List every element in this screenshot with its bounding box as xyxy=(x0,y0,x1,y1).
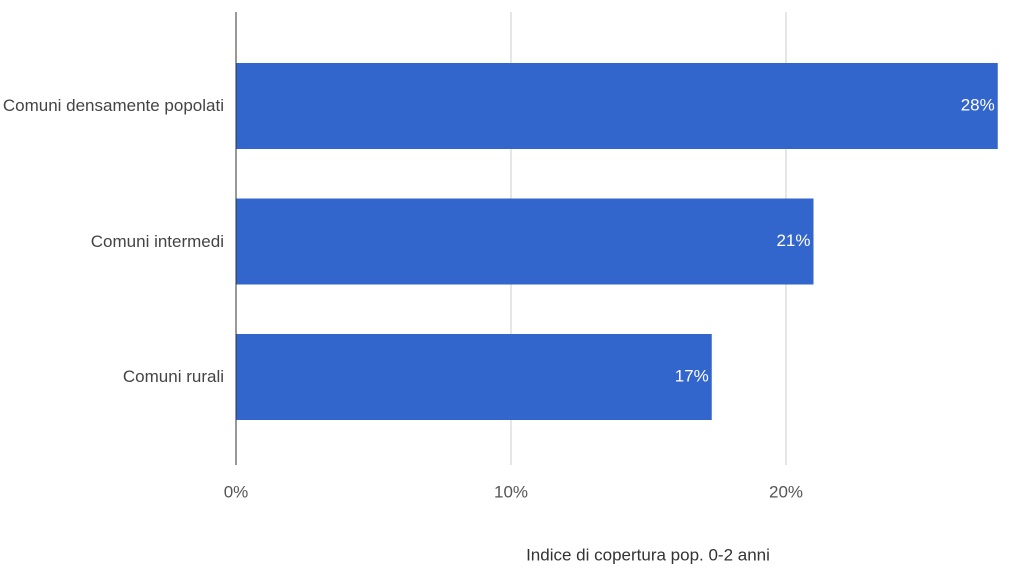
value-label: 21% xyxy=(776,231,810,250)
y-tick-label: Comuni intermedi xyxy=(90,231,224,251)
x-tick-label: 0% xyxy=(224,482,249,501)
value-label: 17% xyxy=(675,366,709,385)
x-axis-title: Indice di copertura pop. 0-2 anni xyxy=(526,545,770,564)
bar xyxy=(236,63,998,149)
y-tick-label: Comuni rurali xyxy=(122,367,224,386)
value-label: 28% xyxy=(961,95,995,114)
x-tick-label: 20% xyxy=(769,482,803,501)
bar xyxy=(236,198,814,285)
x-tick-label: 10% xyxy=(494,482,528,501)
bar xyxy=(236,334,712,420)
y-tick-label: Comuni densamente popolati xyxy=(2,96,224,115)
